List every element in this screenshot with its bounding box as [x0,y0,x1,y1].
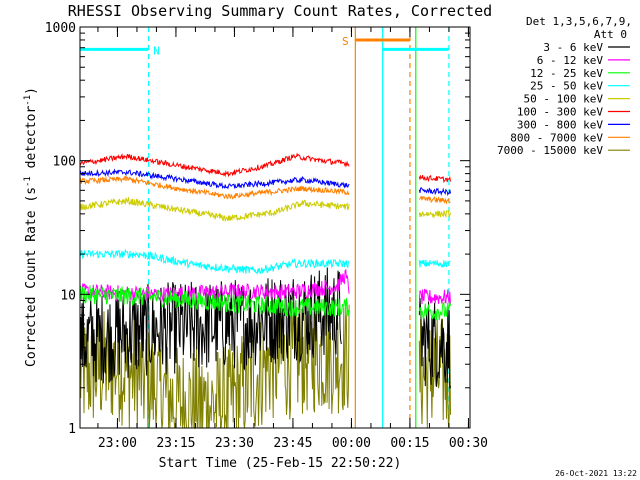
legend-header-detectors: Det 1,3,5,6,7,9, [526,15,632,28]
chart-title: RHESSI Observing Summary Count Rates, Co… [68,2,492,20]
series-7-line-1 [79,168,350,190]
y-label-sup1: -1 [23,176,33,187]
axes: 1 10 100 1000 23:00 23:15 23:30 23:45 00:00 00:15… [45,21,488,451]
legend-entry-2: 6 - 12 keV [537,54,604,67]
series-5-line-2 [418,209,451,219]
flag-label-S: S [342,35,349,48]
x-tick-label-6: 00:15 [390,436,429,451]
legend-entry-5: 50 - 100 keV [524,93,604,106]
series-9-line-2 [418,318,451,429]
y-tick-label-2: 10 [60,288,76,303]
series-8-line-1 [79,175,350,200]
x-tick-label-2: 23:15 [156,436,195,451]
y-label-sup2: -1 [23,95,33,106]
x-tick-label-1: 23:00 [98,436,137,451]
legend-header-attenuator: Att 0 [594,28,627,41]
series-3-line-1 [79,285,350,317]
legend-entry-9: 7000 - 15000 keV [497,144,603,157]
y-tick-label-3: 100 [53,155,76,170]
y-axis-label: Corrected Count Rate (s-1 detector-1) [23,87,39,367]
series-3-line-2 [418,301,451,321]
series-4-line-1 [79,248,350,276]
legend-entry-4: 25 - 50 keV [530,80,603,93]
legend-entry-7: 300 - 800 keV [517,118,603,131]
state-flag-bars: NS [80,35,449,57]
timestamp: 26-Oct-2021 13:22 [555,469,637,478]
count-rate-series [79,152,451,430]
y-tick-label-4: 1000 [45,21,76,36]
series-7-line-2 [418,187,451,197]
y-label-part1: Corrected Count Rate (s [24,187,39,367]
legend-entry-8: 800 - 7000 keV [510,131,603,144]
series-6-line-2 [418,174,451,184]
x-tick-label-4: 23:45 [273,436,312,451]
x-tick-label-3: 23:30 [215,436,254,451]
series-6-line-1 [79,152,350,178]
y-label-part3: ) [24,87,39,95]
y-tick-label-1: 1 [68,422,76,437]
flag-label-N: N [153,44,160,57]
series-8-line-2 [418,195,451,205]
x-tick-label-7: 00:30 [449,436,488,451]
legend-entry-1: 3 - 6 keV [543,41,603,54]
legend-entry-3: 12 - 25 keV [530,67,603,80]
y-label-part2: detector [24,106,39,177]
series-2-line-2 [418,288,451,305]
legend-entry-6: 100 - 300 keV [517,106,603,119]
series-5-line-1 [79,196,350,223]
x-tick-label-5: 00:00 [332,436,371,451]
plot-frame [79,26,471,429]
series-4-line-2 [418,259,451,268]
series-9-line-1 [79,297,350,430]
x-axis-label: Start Time (25-Feb-15 22:50:22) [159,456,402,471]
